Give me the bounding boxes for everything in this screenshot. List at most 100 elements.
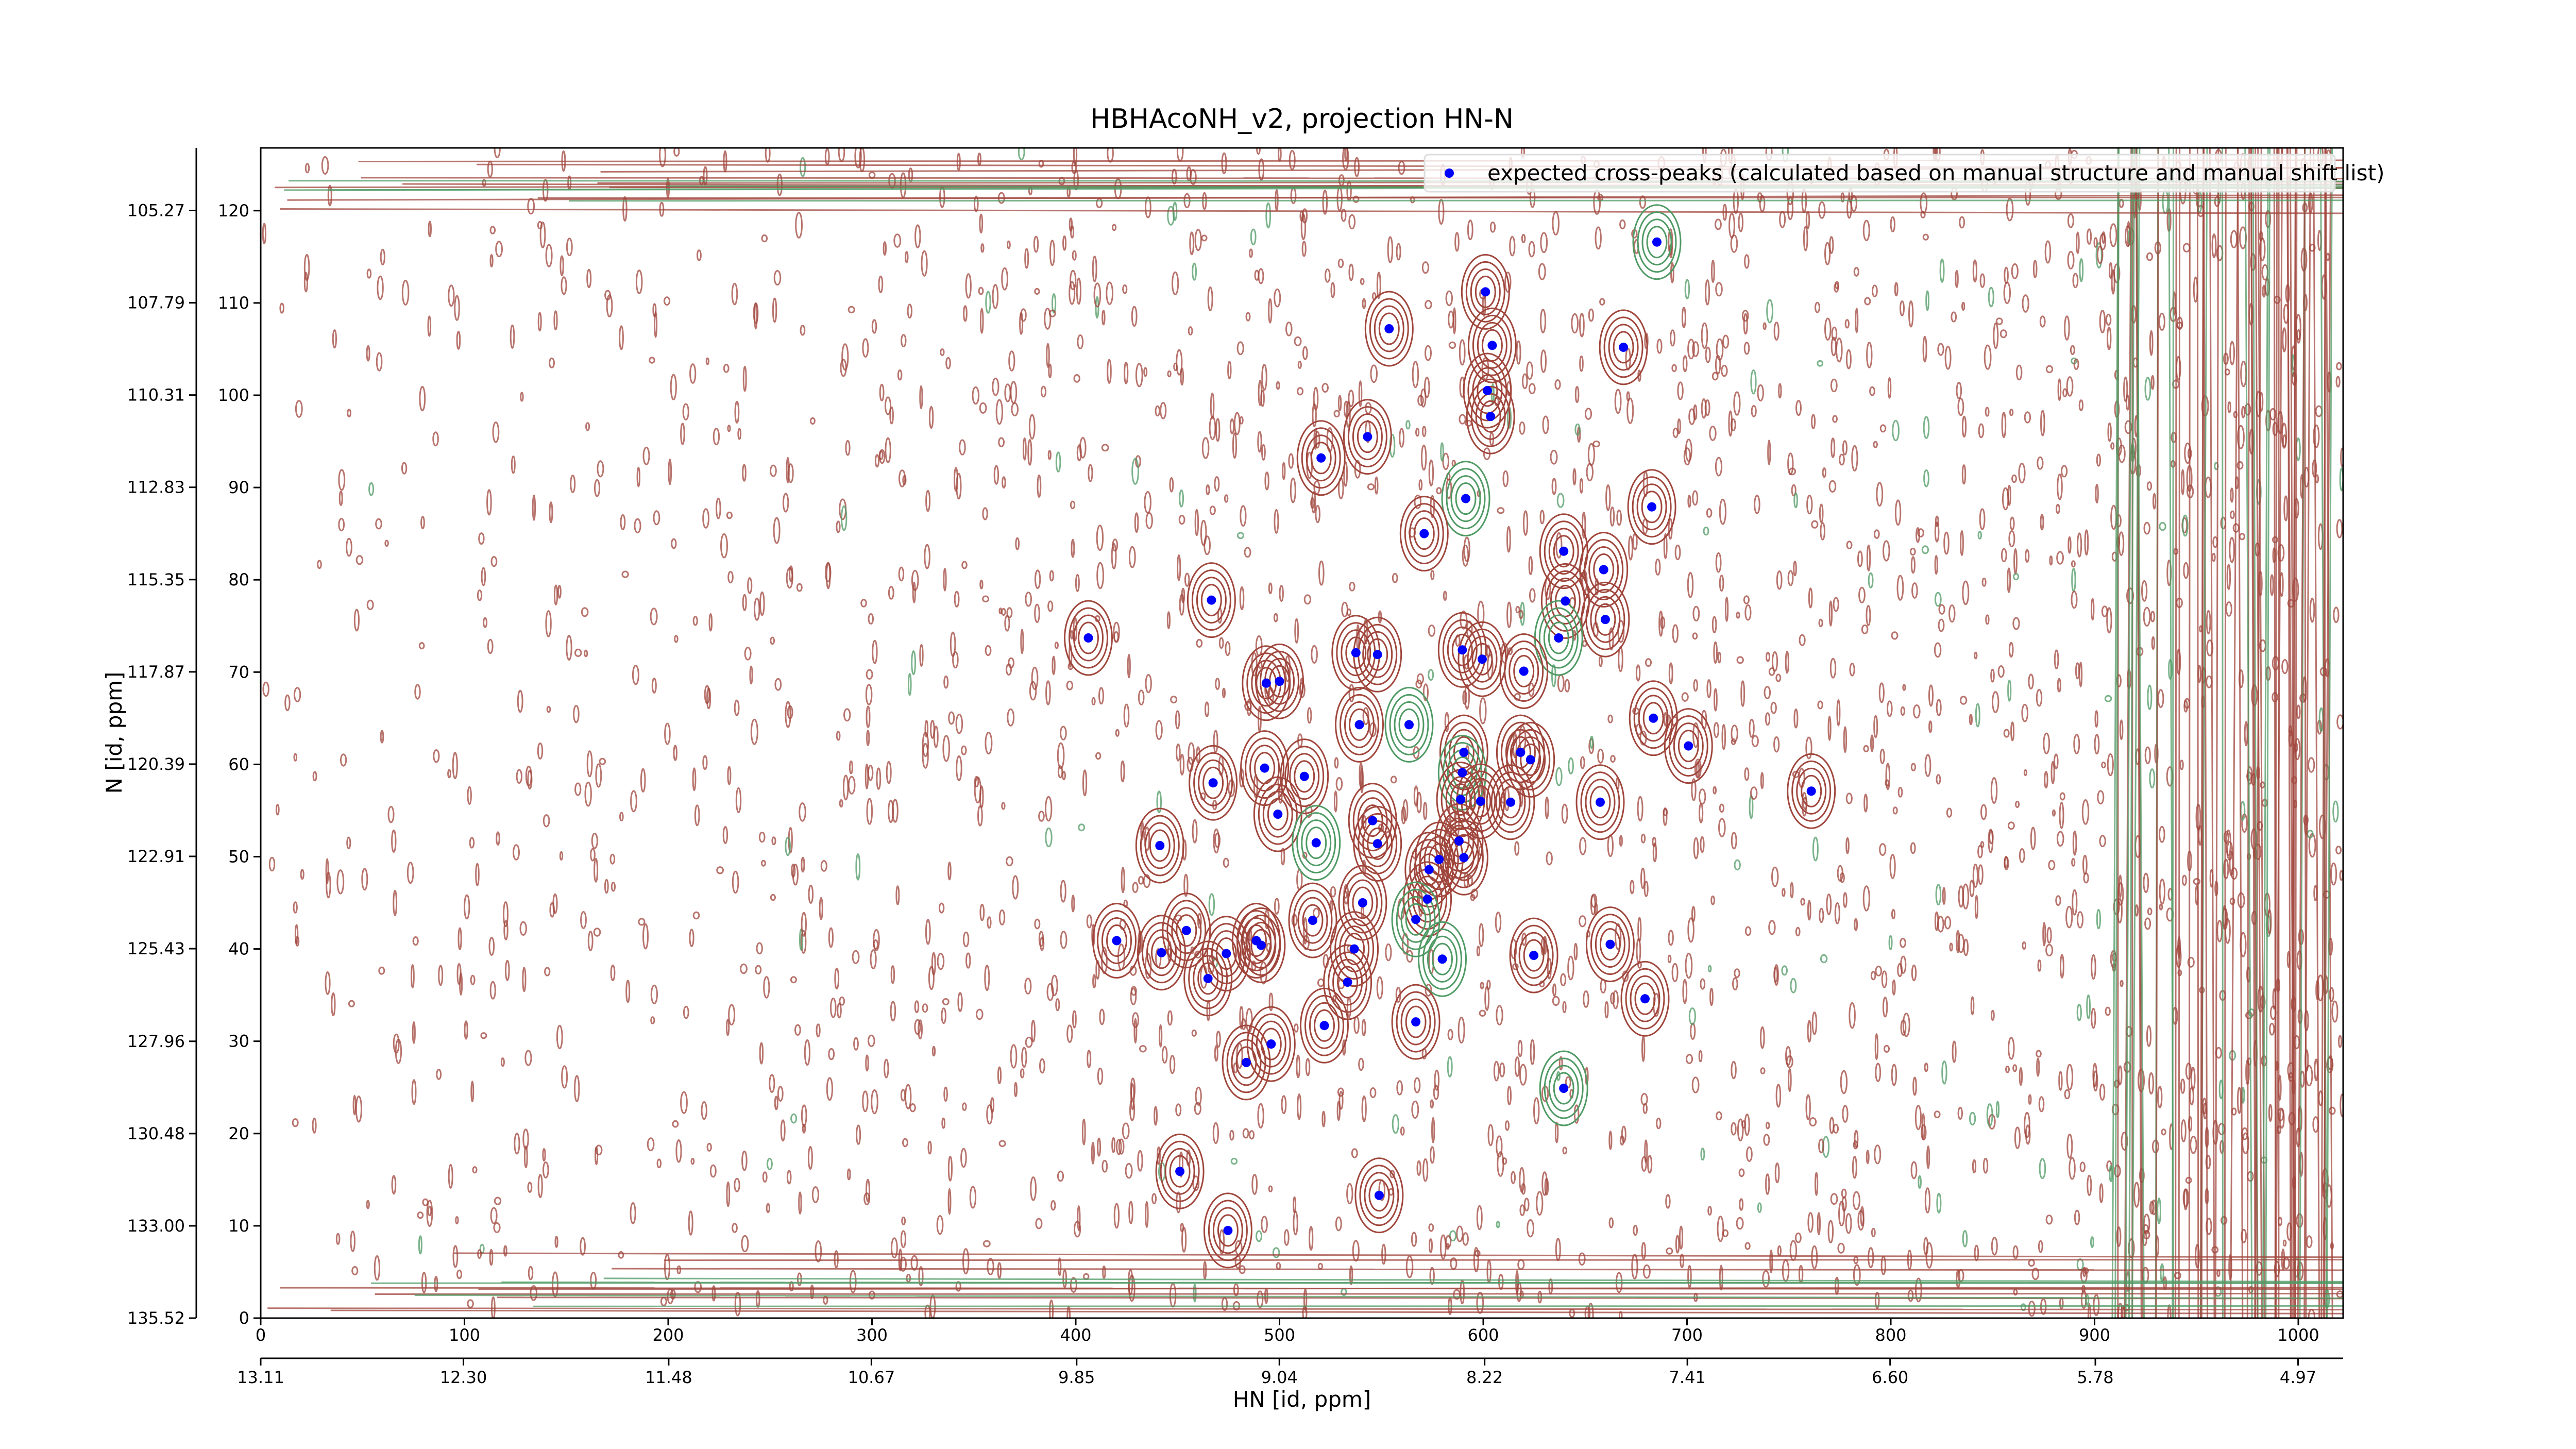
noise-contour: [2006, 198, 2014, 222]
peak-contour: [1354, 1157, 1404, 1234]
noise-contour: [1719, 498, 1726, 525]
noise-contour: [1222, 687, 1226, 698]
noise-contour: [672, 1120, 679, 1128]
noise-contour: [1060, 726, 1067, 740]
noise-contour: [1787, 570, 1794, 586]
noise-contour: [1938, 618, 1945, 632]
noise-contour: [1843, 726, 1848, 753]
peak-contour: [1137, 915, 1186, 991]
noise-contour: [2059, 801, 2064, 829]
noise-contour: [1868, 572, 1874, 589]
peak-contour: [1106, 924, 1127, 957]
x-tick-label: 900: [2079, 1325, 2110, 1345]
peak-contour: [1446, 468, 1486, 530]
noise-contour: [1045, 827, 1053, 848]
noise-contour: [1671, 963, 1679, 983]
peak-contour: [1419, 829, 1459, 890]
noise-contour: [532, 494, 536, 521]
noise-contour: [898, 566, 905, 582]
noise-contour: [642, 446, 650, 465]
noise-contour: [1172, 271, 1179, 296]
noise-contour: [1135, 363, 1143, 387]
noise-contour: [1504, 272, 1512, 293]
noise-contour: [366, 268, 372, 279]
noise-contour: [1192, 1175, 1200, 1191]
noise-contour: [1362, 298, 1366, 309]
noise-contour: [517, 689, 523, 713]
peak-contour: [1427, 935, 1458, 983]
noise-contour: [918, 1266, 924, 1287]
noise-contour: [2001, 412, 2007, 439]
noise-contour: [1276, 381, 1280, 390]
noise-contour: [2067, 250, 2075, 269]
noise-contour: [1399, 428, 1405, 448]
noise-contour: [2237, 1087, 2242, 1114]
noise-contour: [1744, 926, 1752, 936]
noise-contour: [1507, 647, 1513, 655]
noise-contour: [2067, 536, 2072, 554]
noise-contour: [1057, 742, 1065, 769]
noise-contour: [1793, 561, 1797, 577]
peak-contour: [1548, 621, 1569, 654]
noise-contour: [1910, 1161, 1918, 1180]
noise-contour: [1902, 684, 1906, 691]
noise-contour: [799, 802, 806, 822]
legend-marker: [1445, 169, 1454, 178]
noise-contour: [774, 678, 782, 691]
noise-contour: [734, 1291, 741, 1317]
noise-contour: [1354, 157, 1360, 177]
peak-contour: [1262, 790, 1293, 838]
marks-layer: 0 100 200 300 400 500 600 700 800 900 100001020304…: [127, 147, 2385, 1387]
noise-contour: [553, 310, 558, 331]
noise-contour: [1097, 1067, 1104, 1085]
peak-contour: [1636, 483, 1667, 531]
noise-contour: [2022, 294, 2029, 313]
noise-contour: [545, 610, 552, 637]
noise-contour: [2148, 1072, 2154, 1095]
noise-contour: [448, 284, 455, 307]
noise-contour: [1870, 734, 1874, 752]
noise-contour: [1050, 1200, 1056, 1211]
noise-contour: [1815, 301, 1820, 313]
noise-contour: [1213, 730, 1218, 753]
noise-contour: [1560, 973, 1567, 987]
noise-contour: [941, 1117, 946, 1129]
noise-contour: [1341, 601, 1348, 618]
peak-contour: [1280, 738, 1329, 815]
noise-contour: [1910, 763, 1917, 771]
noise-contour: [489, 981, 496, 1000]
edge-contour: [280, 208, 2343, 214]
noise-contour: [1374, 476, 1379, 495]
noise-contour: [985, 291, 991, 314]
noise-contour: [542, 1148, 546, 1162]
noise-contour: [1321, 383, 1329, 393]
noise-contour: [464, 894, 470, 920]
noise-contour: [979, 579, 984, 589]
noise-contour: [1127, 654, 1131, 679]
noise-contour: [674, 635, 679, 643]
noise-contour: [1891, 1064, 1897, 1086]
peak-contour: [1391, 881, 1440, 957]
noise-contour: [1827, 1220, 1834, 1244]
peak-contour: [1352, 790, 1393, 852]
noise-contour: [361, 868, 368, 891]
noise-contour: [1351, 1148, 1358, 1158]
noise-contour: [1744, 1242, 1751, 1250]
cross-peak: [1155, 841, 1165, 850]
noise-contour: [1580, 756, 1585, 769]
noise-contour: [490, 556, 498, 567]
noise-contour: [1260, 390, 1265, 407]
noise-contour: [1118, 1138, 1125, 1155]
noise-contour: [1690, 1022, 1696, 1040]
peak-contour: [1301, 819, 1332, 867]
cross-peak: [1424, 865, 1434, 874]
noise-contour: [2329, 987, 2334, 1002]
noise-contour: [1387, 236, 1394, 263]
noise-contour: [1070, 1277, 1077, 1293]
noise-contour: [854, 148, 862, 169]
noise-contour: [1564, 679, 1570, 693]
peak-contour: [1595, 921, 1625, 968]
noise-contour: [1519, 1167, 1525, 1193]
noise-contour: [1077, 334, 1084, 349]
noise-contour: [956, 755, 962, 781]
